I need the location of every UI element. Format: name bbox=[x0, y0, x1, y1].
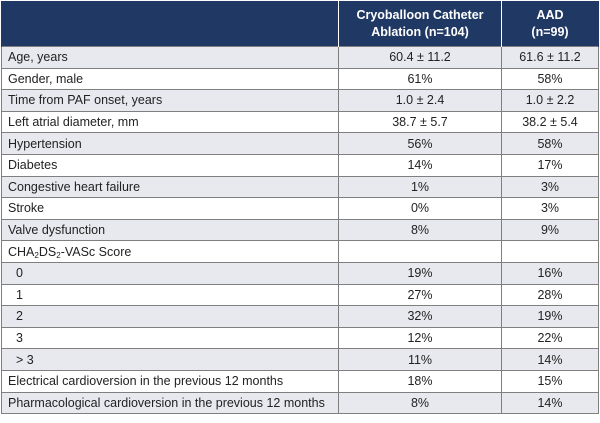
row-label: Diabetes bbox=[1, 153, 339, 177]
aad-value: 38.2 ± 5.4 bbox=[501, 110, 599, 134]
header-aad: AAD (n=99) bbox=[501, 1, 599, 47]
aad-value: 58% bbox=[501, 132, 599, 155]
row-label: Electrical cardioversion in the previous… bbox=[1, 369, 339, 393]
row-label: 2 bbox=[1, 305, 339, 328]
cryoballoon-value: 8% bbox=[338, 391, 502, 415]
aad-value: 14% bbox=[501, 348, 599, 371]
table-row: 1 27% 28% bbox=[1, 283, 599, 307]
table-row: Hypertension 56% 58% bbox=[1, 132, 599, 155]
baseline-characteristics-table: Cryoballoon Catheter Ablation (n=104) AA… bbox=[1, 1, 599, 415]
row-label: 1 bbox=[1, 283, 339, 307]
row-label: Time from PAF onset, years bbox=[1, 89, 339, 112]
table-header-row: Cryoballoon Catheter Ablation (n=104) AA… bbox=[1, 1, 599, 47]
aad-value: 58% bbox=[501, 67, 599, 91]
table-row: Gender, male 61% 58% bbox=[1, 67, 599, 91]
row-label: Hypertension bbox=[1, 132, 339, 155]
aad-value: 22% bbox=[501, 326, 599, 350]
header-aad-line1: AAD bbox=[536, 7, 564, 22]
cryoballoon-value: 12% bbox=[338, 326, 502, 350]
cryoballoon-value: 27% bbox=[338, 283, 502, 307]
cryoballoon-value: 38.7 ± 5.7 bbox=[338, 110, 502, 134]
table-row: Stroke 0% 3% bbox=[1, 197, 599, 220]
table-row: Diabetes 14% 17% bbox=[1, 153, 599, 177]
cryoballoon-value: 19% bbox=[338, 261, 502, 285]
row-label: Congestive heart failure bbox=[1, 175, 339, 199]
cryoballoon-value: 32% bbox=[338, 305, 502, 328]
aad-value: 3% bbox=[501, 197, 599, 220]
row-label: Valve dysfunction bbox=[1, 218, 339, 242]
aad-value: 1.0 ± 2.2 bbox=[501, 89, 599, 112]
row-label: > 3 bbox=[1, 348, 339, 371]
score-label-mid: DS bbox=[38, 244, 57, 259]
table-row: 2 32% 19% bbox=[1, 305, 599, 328]
score-section-label: CHA2DS2-VASc Score bbox=[1, 240, 339, 263]
row-label: 3 bbox=[1, 326, 339, 350]
header-cryoballoon-line1: Cryoballoon Catheter bbox=[356, 7, 484, 22]
table-row: 0 19% 16% bbox=[1, 261, 599, 285]
aad-value: 9% bbox=[501, 218, 599, 242]
aad-value: 19% bbox=[501, 305, 599, 328]
table-row: Electrical cardioversion in the previous… bbox=[1, 369, 599, 393]
cryoballoon-value: 1.0 ± 2.4 bbox=[338, 89, 502, 112]
score-label-post: -VASc Score bbox=[60, 244, 132, 259]
aad-value: 15% bbox=[501, 369, 599, 393]
header-cryoballoon: Cryoballoon Catheter Ablation (n=104) bbox=[338, 1, 502, 47]
aad-value: 17% bbox=[501, 153, 599, 177]
score-label-sub1: 2 bbox=[34, 250, 39, 260]
cryoballoon-value: 14% bbox=[338, 153, 502, 177]
table-row: > 3 11% 14% bbox=[1, 348, 599, 371]
aad-value: 28% bbox=[501, 283, 599, 307]
row-label: Left atrial diameter, mm bbox=[1, 110, 339, 134]
cryoballoon-value: 11% bbox=[338, 348, 502, 371]
row-label: Age, years bbox=[1, 46, 339, 69]
cryoballoon-value: 0% bbox=[338, 197, 502, 220]
cryoballoon-value bbox=[338, 240, 502, 263]
header-aad-line2: (n=99) bbox=[531, 24, 569, 39]
table-row: Time from PAF onset, years 1.0 ± 2.4 1.0… bbox=[1, 89, 599, 112]
table-row: Age, years 60.4 ± 11.2 61.6 ± 11.2 bbox=[1, 46, 599, 69]
aad-value: 14% bbox=[501, 391, 599, 415]
cryoballoon-value: 60.4 ± 11.2 bbox=[338, 46, 502, 69]
table-row: Left atrial diameter, mm 38.7 ± 5.7 38.2… bbox=[1, 110, 599, 134]
row-label: Pharmacological cardioversion in the pre… bbox=[1, 391, 339, 415]
header-characteristic bbox=[1, 1, 339, 47]
table-row: Pharmacological cardioversion in the pre… bbox=[1, 391, 599, 415]
table-row: 3 12% 22% bbox=[1, 326, 599, 350]
aad-value: 3% bbox=[501, 175, 599, 199]
cryoballoon-value: 56% bbox=[338, 132, 502, 155]
score-label-sub2: 2 bbox=[56, 250, 61, 260]
row-label: 0 bbox=[1, 261, 339, 285]
table-row-score-header: CHA2DS2-VASc Score bbox=[1, 240, 599, 263]
table-row: Congestive heart failure 1% 3% bbox=[1, 175, 599, 199]
table-row: Valve dysfunction 8% 9% bbox=[1, 218, 599, 242]
cryoballoon-value: 61% bbox=[338, 67, 502, 91]
score-label-pre: CHA bbox=[8, 244, 35, 259]
row-label: Gender, male bbox=[1, 67, 339, 91]
cryoballoon-value: 1% bbox=[338, 175, 502, 199]
header-cryoballoon-line2: Ablation (n=104) bbox=[371, 24, 469, 39]
aad-value: 16% bbox=[501, 261, 599, 285]
aad-value bbox=[501, 240, 599, 263]
aad-value: 61.6 ± 11.2 bbox=[501, 46, 599, 69]
cryoballoon-value: 18% bbox=[338, 369, 502, 393]
cryoballoon-value: 8% bbox=[338, 218, 502, 242]
row-label: Stroke bbox=[1, 197, 339, 220]
